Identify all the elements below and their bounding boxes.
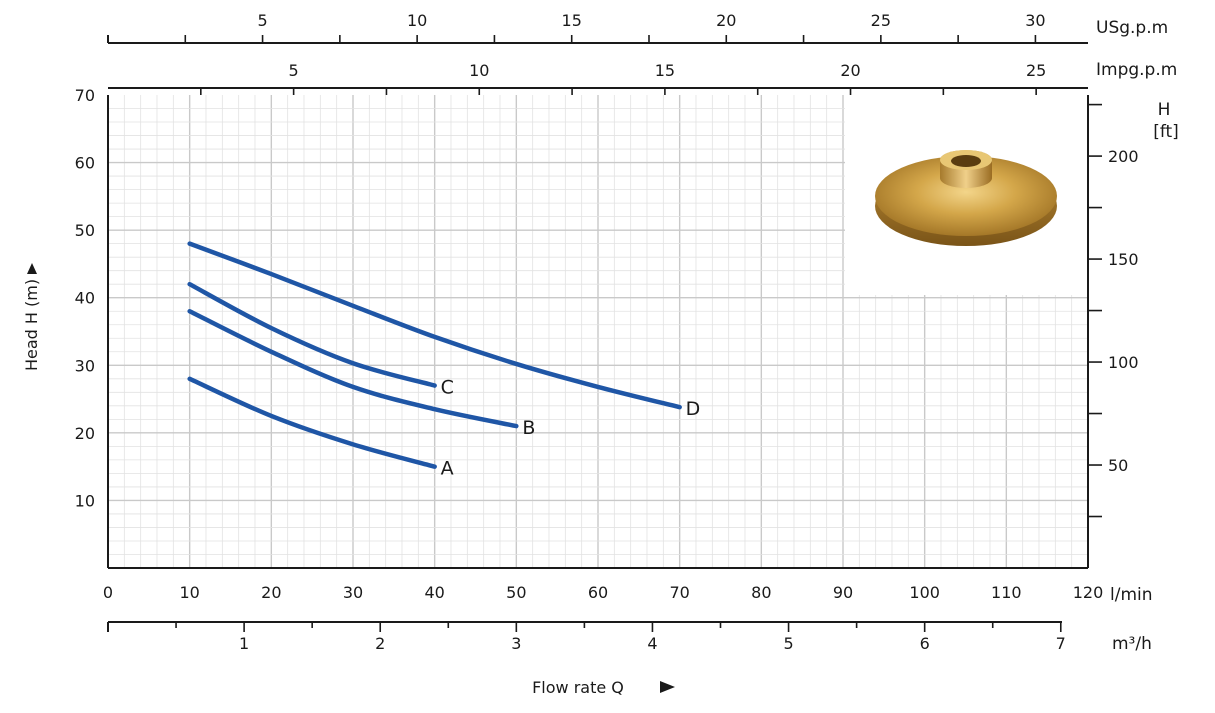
m3h-tick-label: 2 <box>375 634 385 653</box>
x-tick-label: 20 <box>261 583 281 602</box>
y-tick-label: 60 <box>75 154 95 173</box>
m3h-tick-label: 4 <box>647 634 657 653</box>
series-label-c: C <box>441 377 454 399</box>
usgpm-tick-label: 20 <box>716 11 736 30</box>
impgpm-tick-label: 15 <box>655 61 675 80</box>
m3h-tick-label: 1 <box>239 634 249 653</box>
series-line-c <box>187 281 437 388</box>
grid <box>108 95 1088 568</box>
usgpm-tick-label: 15 <box>562 11 582 30</box>
x-tick-label: 80 <box>751 583 771 602</box>
impgpm-tick-label: 10 <box>469 61 489 80</box>
x-tick-label: 120 <box>1073 583 1104 602</box>
y-tick-label: 50 <box>75 221 95 240</box>
x-tick-label: 40 <box>424 583 444 602</box>
m3h-tick-label: 3 <box>511 634 521 653</box>
series-group: A B C D <box>187 241 701 480</box>
ft-unit-label-h: H <box>1158 100 1171 120</box>
axes-group: 10 20 30 40 50 60 70 Head H (m) 0 10 20 30 40 50 60 70 8… <box>22 11 1179 697</box>
series-label-b: B <box>522 417 535 439</box>
x-tick-label: 50 <box>506 583 526 602</box>
ft-tick-label: 50 <box>1108 456 1128 475</box>
x-tick-label: 10 <box>179 583 199 602</box>
ft-tick-label: 100 <box>1108 353 1139 372</box>
usgpm-tick-label: 30 <box>1025 11 1045 30</box>
x-axis-arrow-icon <box>660 681 675 693</box>
usgpm-unit-label: USg.p.m <box>1096 18 1168 38</box>
m3h-unit-label: m³/h <box>1112 634 1152 654</box>
impgpm-unit-label: Impg.p.m <box>1096 60 1177 80</box>
y-tick-label: 10 <box>75 491 95 510</box>
series-label-d: D <box>686 398 701 420</box>
plot-frame <box>107 95 1089 569</box>
usgpm-tick-label: 25 <box>871 11 891 30</box>
x-tick-label: 60 <box>588 583 608 602</box>
ft-tick-label: 150 <box>1108 250 1139 269</box>
x-tick-label: 0 <box>103 583 113 602</box>
impeller-inset <box>845 95 1088 295</box>
x-axis-title: Flow rate Q <box>532 678 624 697</box>
m3h-tick-label: 5 <box>783 634 793 653</box>
impgpm-tick-label: 5 <box>289 61 299 80</box>
y-axis-title: Head H (m) <box>22 279 41 371</box>
impgpm-tick-label: 20 <box>840 61 860 80</box>
x-tick-label: 70 <box>669 583 689 602</box>
m3h-tick-label: 6 <box>920 634 930 653</box>
series-line-d <box>187 241 682 410</box>
x-tick-label: 100 <box>909 583 940 602</box>
impeller-eye <box>951 155 981 167</box>
x-tick-label: 30 <box>343 583 363 602</box>
series-line-b <box>187 308 519 429</box>
series-line-a <box>187 376 437 469</box>
y-tick-label: 30 <box>75 356 95 375</box>
y-tick-label: 70 <box>75 86 95 105</box>
y-tick-label: 40 <box>75 289 95 308</box>
ft-unit-label-ft: [ft] <box>1153 122 1179 142</box>
y-tick-label: 20 <box>75 424 95 443</box>
impgpm-tick-label: 25 <box>1026 61 1046 80</box>
x-tick-label: 110 <box>991 583 1022 602</box>
ft-tick-label: 200 <box>1108 147 1139 166</box>
m3h-tick-label: 7 <box>1056 634 1066 653</box>
x-unit-label: l/min <box>1110 585 1153 605</box>
usgpm-tick-label: 5 <box>257 11 267 30</box>
series-label-a: A <box>441 458 454 480</box>
y-axis-arrow-icon <box>27 263 37 274</box>
usgpm-tick-label: 10 <box>407 11 427 30</box>
x-tick-label: 90 <box>833 583 853 602</box>
impeller-disc <box>875 156 1057 236</box>
